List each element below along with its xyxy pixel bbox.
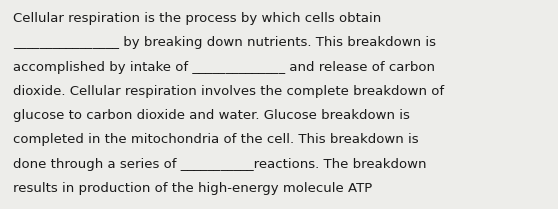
Text: dioxide. Cellular respiration involves the complete breakdown of: dioxide. Cellular respiration involves t… [13,85,444,98]
Text: ________________ by breaking down nutrients. This breakdown is: ________________ by breaking down nutrie… [13,36,436,49]
Text: completed in the mitochondria of the cell. This breakdown is: completed in the mitochondria of the cel… [13,134,418,147]
Text: done through a series of ___________reactions. The breakdown: done through a series of ___________reac… [13,158,426,171]
Text: results in production of the high-energy molecule ATP: results in production of the high-energy… [13,182,372,195]
Text: accomplished by intake of ______________ and release of carbon: accomplished by intake of ______________… [13,61,435,74]
Text: Cellular respiration is the process by which cells obtain: Cellular respiration is the process by w… [13,12,381,25]
Text: glucose to carbon dioxide and water. Glucose breakdown is: glucose to carbon dioxide and water. Glu… [13,109,410,122]
